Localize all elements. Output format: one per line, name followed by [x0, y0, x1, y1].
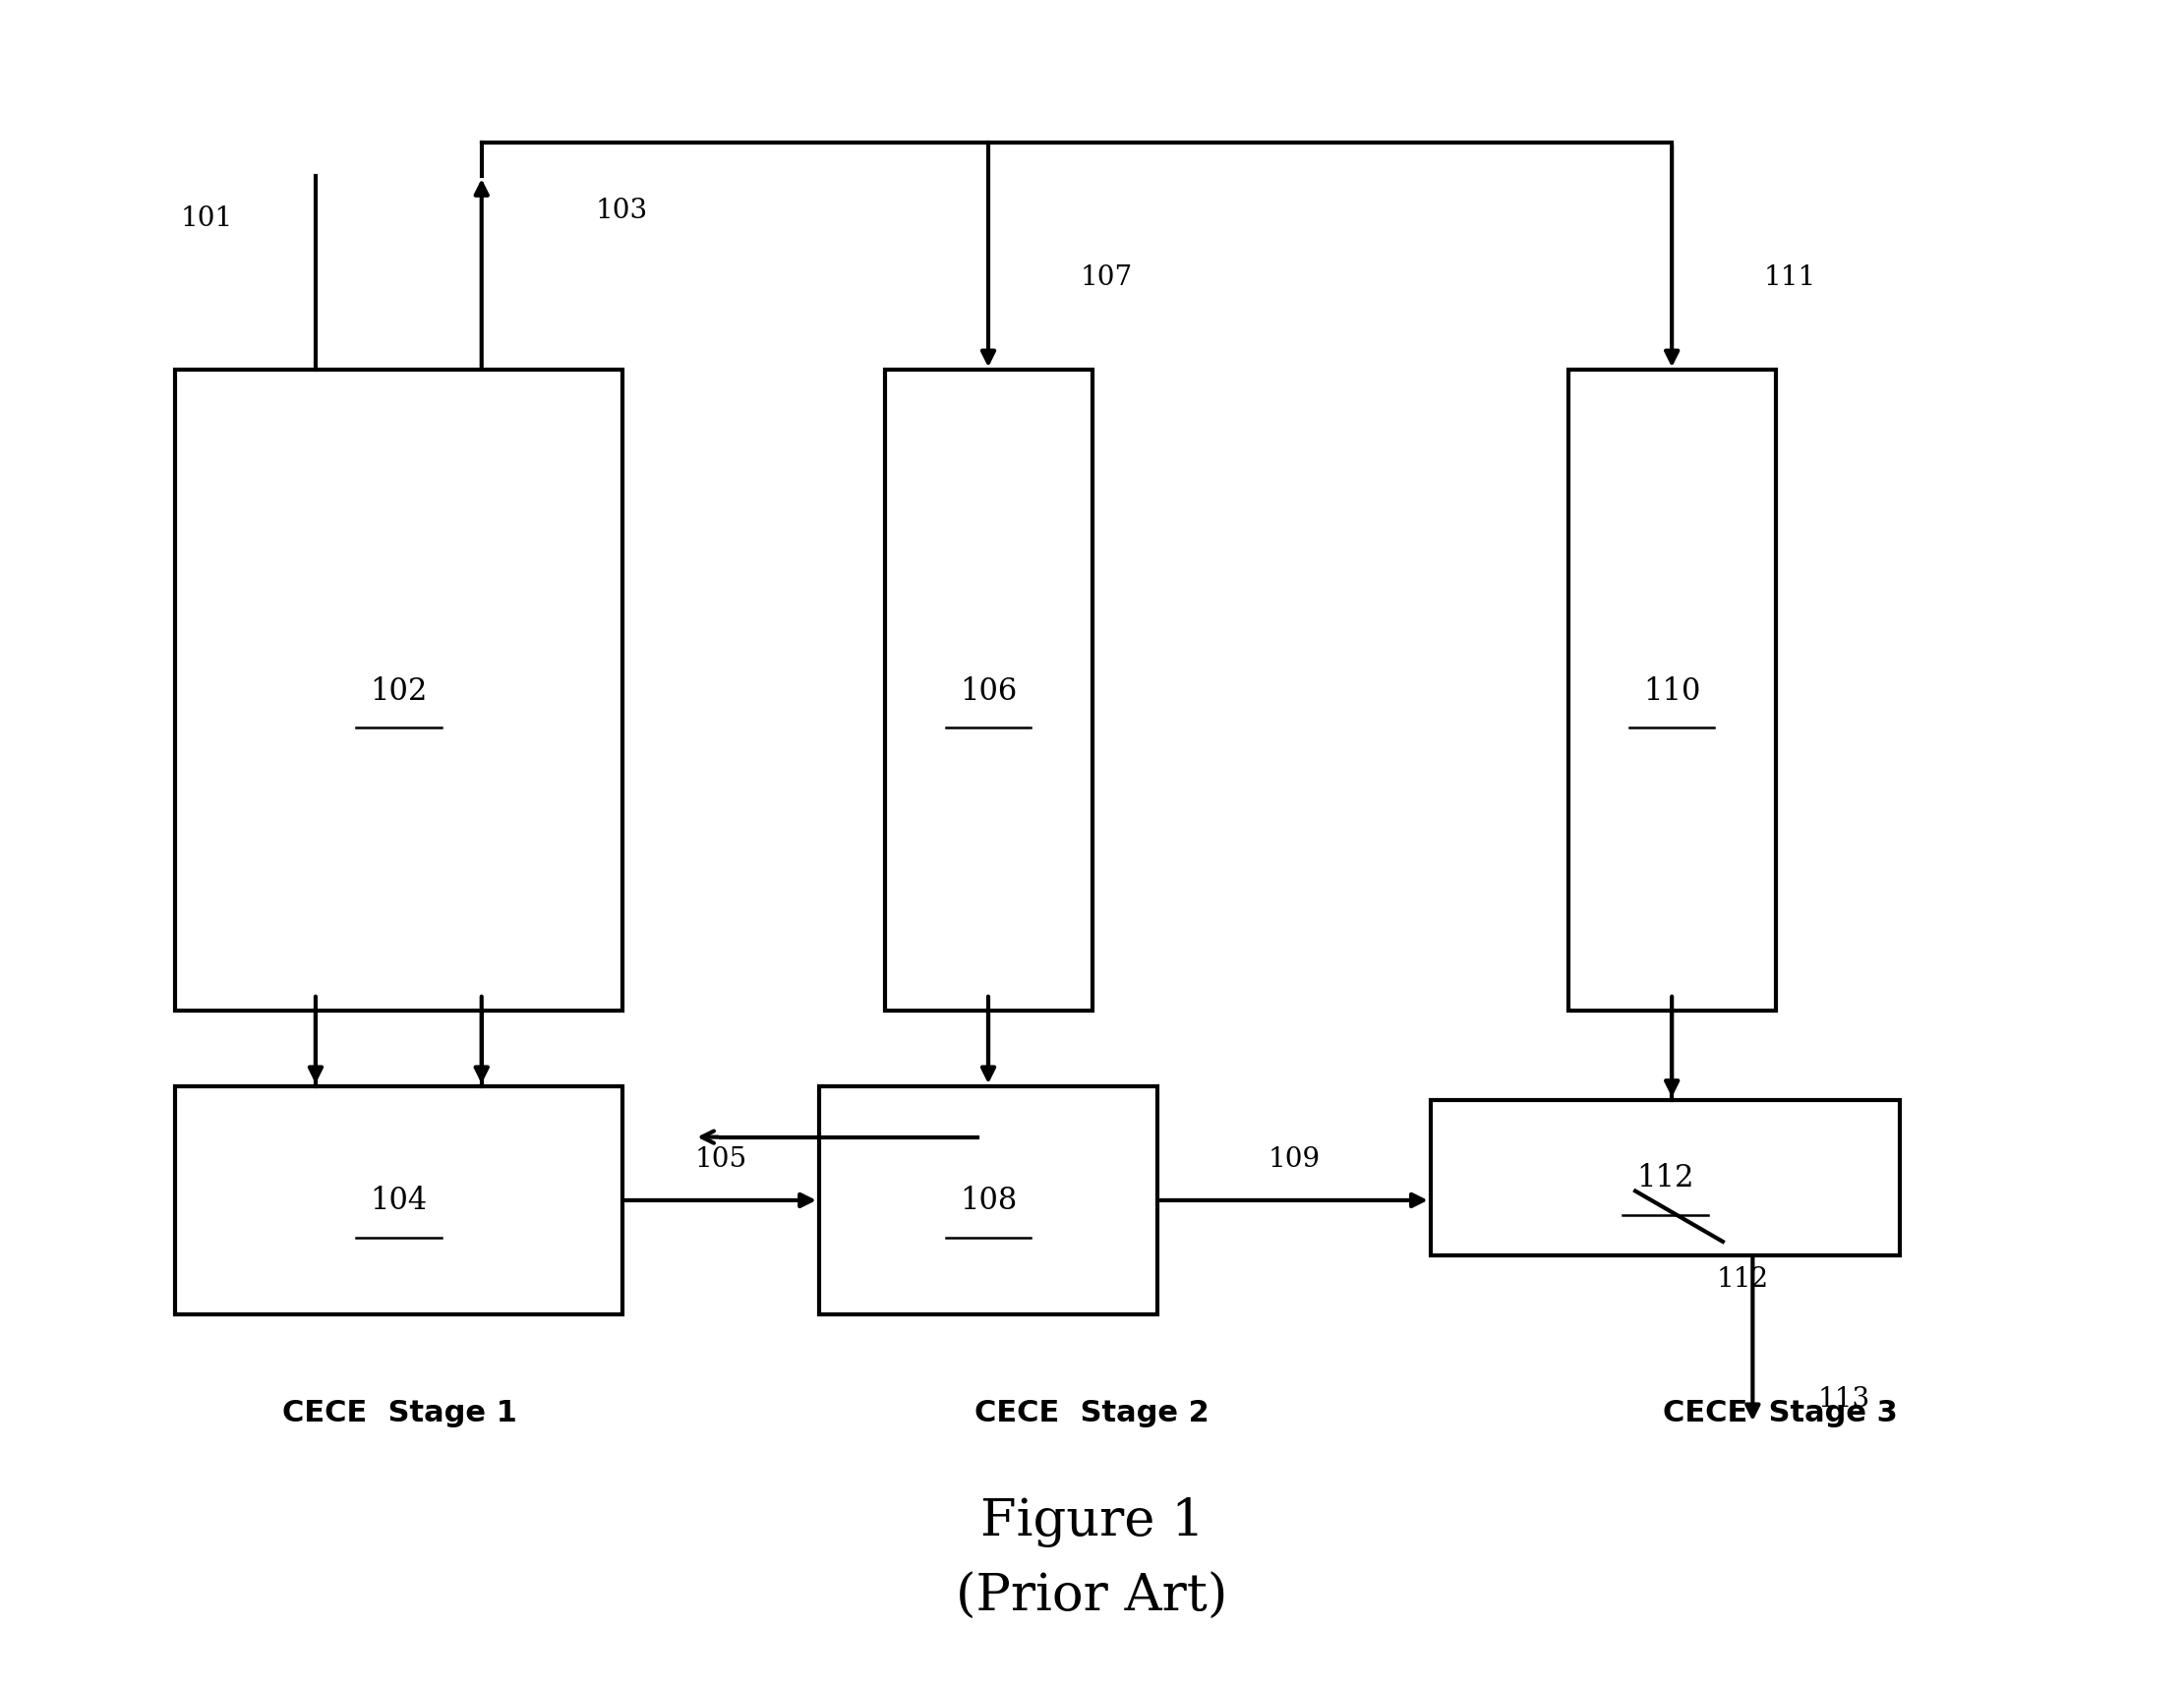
- Text: CECE  Stage 3: CECE Stage 3: [1662, 1399, 1898, 1426]
- Text: 107: 107: [1079, 265, 1131, 292]
- Text: 113: 113: [1819, 1385, 1870, 1412]
- Bar: [175, 371, 622, 1011]
- Bar: [175, 1087, 622, 1314]
- Text: Figure 1
(Prior Art): Figure 1 (Prior Art): [957, 1496, 1227, 1621]
- Text: 103: 103: [594, 197, 646, 224]
- Text: 110: 110: [1642, 676, 1701, 706]
- Text: 104: 104: [369, 1185, 428, 1217]
- Text: 112: 112: [1717, 1265, 1769, 1292]
- Text: 109: 109: [1269, 1146, 1319, 1171]
- Bar: [819, 1087, 1158, 1314]
- Text: 106: 106: [959, 676, 1018, 706]
- Bar: [1568, 371, 1776, 1011]
- Text: 102: 102: [369, 676, 428, 706]
- Text: CECE  Stage 2: CECE Stage 2: [974, 1399, 1210, 1426]
- Text: CECE  Stage 1: CECE Stage 1: [282, 1399, 518, 1426]
- Text: 101: 101: [181, 206, 232, 233]
- Text: 111: 111: [1765, 265, 1815, 292]
- Text: 105: 105: [695, 1146, 747, 1171]
- Text: 108: 108: [959, 1185, 1018, 1217]
- Text: 112: 112: [1636, 1163, 1695, 1193]
- Bar: [1431, 1100, 1900, 1255]
- Bar: [885, 371, 1092, 1011]
